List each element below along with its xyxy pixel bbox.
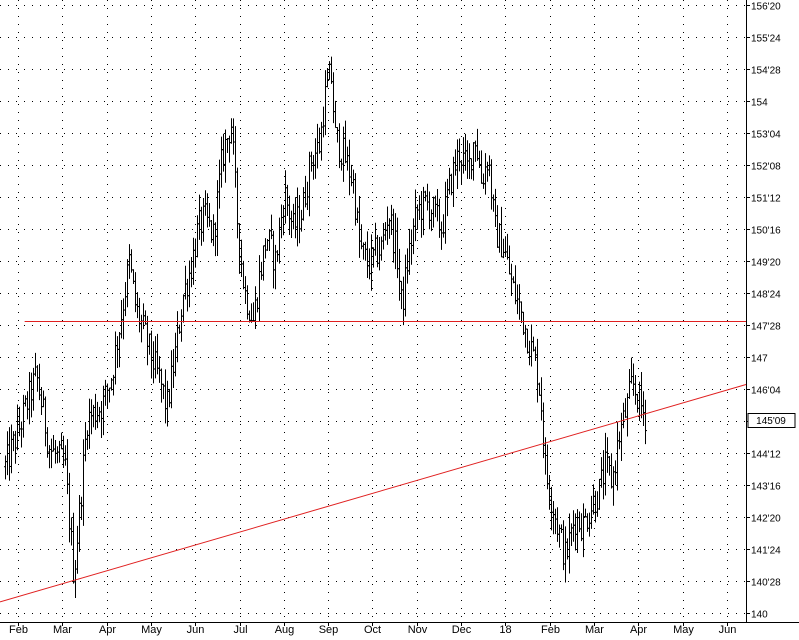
y-tick-label: 140 bbox=[751, 610, 768, 621]
y-tick-label: 143'16 bbox=[751, 482, 781, 493]
y-tick-label: 149'20 bbox=[751, 258, 781, 269]
y-tick-label: 147'28 bbox=[751, 322, 781, 333]
x-tick-label: May bbox=[141, 624, 162, 636]
y-tick-label: 144'12 bbox=[751, 450, 781, 461]
x-tick-label: Feb bbox=[541, 624, 560, 636]
y-tick-label: 140'28 bbox=[751, 578, 781, 589]
x-tick-label: Jun bbox=[187, 624, 205, 636]
x-tick-label: Jun bbox=[719, 624, 737, 636]
y-tick-label: 154 bbox=[751, 98, 768, 109]
x-tick-label: Feb bbox=[9, 624, 28, 636]
axes-layer bbox=[0, 0, 799, 623]
x-tick-label: Mar bbox=[53, 624, 72, 636]
x-tick-label: Apr bbox=[630, 624, 647, 636]
y-tick-label: 148'24 bbox=[751, 290, 781, 301]
trend-line bbox=[0, 384, 747, 603]
y-tick-label: 156'20 bbox=[751, 2, 781, 13]
last-price-marker: 145'09 bbox=[747, 413, 796, 428]
x-tick-label: Apr bbox=[99, 624, 116, 636]
trend-lines bbox=[0, 321, 747, 603]
x-tick-label: Mar bbox=[585, 624, 604, 636]
y-tick-label: 150'16 bbox=[751, 226, 781, 237]
x-tick-label: Oct bbox=[364, 624, 381, 636]
y-tick-label: 146'04 bbox=[751, 386, 781, 397]
y-tick-label: 151'12 bbox=[751, 194, 781, 205]
x-tick-label: Nov bbox=[408, 624, 428, 636]
x-tick-label: Jul bbox=[233, 624, 247, 636]
ohlc-bars bbox=[4, 56, 647, 598]
last-price-label: 145'09 bbox=[756, 416, 786, 427]
last-price-box bbox=[747, 413, 796, 428]
x-tick-labels: Feb Mar Apr May Jun Jul Aug Sep Oct Nov Dec 18 Feb Ma… bbox=[9, 622, 736, 636]
x-tick-label: 18 bbox=[499, 624, 511, 636]
y-tick-label: 147 bbox=[751, 354, 768, 365]
y-tick-labels: 140140'28141'24142'20143'16144'12145'081… bbox=[746, 2, 781, 621]
grid-layer bbox=[0, 0, 746, 622]
y-tick-label: 142'20 bbox=[751, 514, 781, 525]
x-tick-label: Aug bbox=[275, 624, 295, 636]
y-tick-label: 155'24 bbox=[751, 34, 781, 45]
x-tick-label: Sep bbox=[319, 624, 339, 636]
y-tick-label: 152'08 bbox=[751, 162, 781, 173]
x-tick-label: May bbox=[673, 624, 694, 636]
y-tick-label: 154'28 bbox=[751, 66, 781, 77]
y-tick-label: 141'24 bbox=[751, 546, 781, 557]
x-tick-label: Dec bbox=[452, 624, 472, 636]
y-tick-label: 153'04 bbox=[751, 130, 781, 141]
